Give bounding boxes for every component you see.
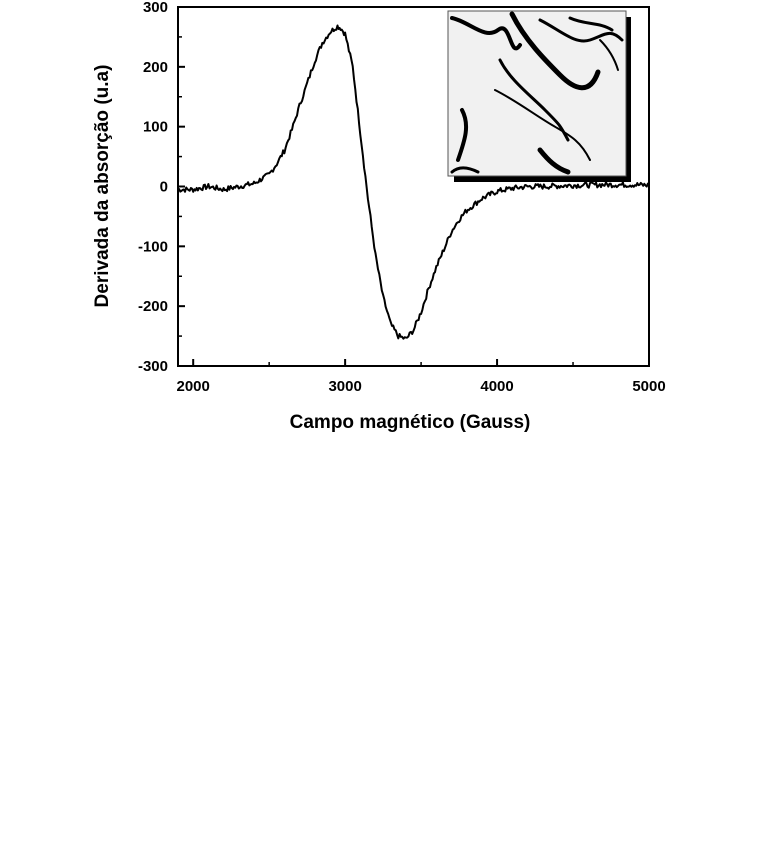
y-tick-label: 100 — [143, 119, 168, 136]
y-tick-label: 200 — [143, 59, 168, 76]
x-axis-ticks: 2000 3000 4000 5000 — [177, 359, 666, 395]
x-tick-label: 3000 — [328, 378, 361, 395]
y-tick-label: -100 — [138, 238, 168, 255]
y-tick-label: 0 — [160, 179, 168, 196]
y-tick-label: -200 — [138, 298, 168, 315]
x-tick-label: 4000 — [480, 378, 513, 395]
y-axis-title: Derivada da absorção (u.a) — [92, 65, 113, 308]
y-axis-ticks: -300 -200 -100 0 100 200 300 — [138, 0, 185, 375]
y-tick-label: -300 — [138, 358, 168, 375]
x-tick-label: 5000 — [632, 378, 665, 395]
inset-micrograph — [447, 10, 631, 182]
series-line-derivative-absorption — [177, 24, 650, 340]
inset-flake-shapes — [450, 11, 624, 175]
x-axis-title: Campo magnético (Gauss) — [290, 412, 531, 433]
x-tick-label: 2000 — [177, 378, 210, 395]
y-tick-label: 300 — [143, 0, 168, 16]
